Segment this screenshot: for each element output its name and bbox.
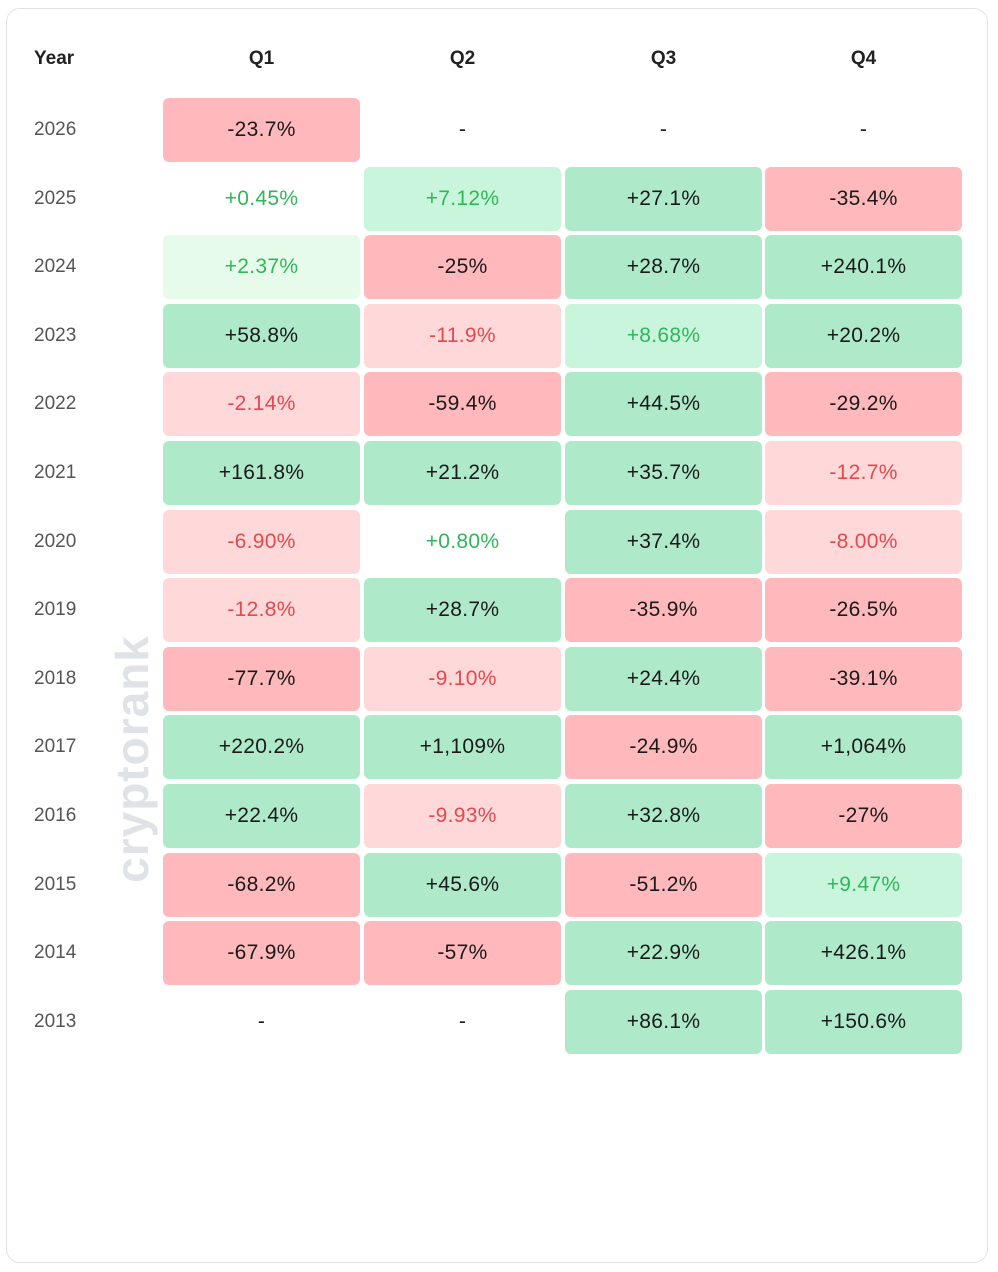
return-cell: -29.2% [765,372,962,437]
year-label: 2018 [34,667,77,689]
return-cell: -39.1% [765,646,962,711]
return-cell: +22.4% [163,784,360,848]
return-cell: +24.4% [565,646,762,711]
return-cell: +44.5% [565,372,762,437]
return-cell: -26.5% [765,578,962,643]
return-cell: - [458,1009,467,1033]
return-cell: -25% [364,235,561,300]
return-cell: -77.7% [163,646,360,711]
year-label: 2026 [34,119,77,140]
return-cell: +45.6% [364,852,561,917]
return-cell: +9.47% [765,852,962,917]
year-label: 2021 [34,462,77,483]
year-label: 2016 [34,805,77,826]
year-label: 2014 [34,942,77,964]
return-cell: +0.80% [425,529,500,553]
year-label: 2015 [34,873,77,895]
column-header: Q2 [449,48,476,69]
return-cell: -11.9% [364,303,561,368]
column-header: Year [34,48,75,69]
return-cell: +8.68% [565,303,762,368]
year-label: 2019 [34,599,77,621]
return-cell: -57% [364,921,561,986]
return-cell: -35.9% [565,578,762,643]
return-cell: -67.9% [163,921,360,986]
seasonality-card: cryptorank Year Q1 Q2 Q3 Q4 2026 -23.7% - - - 2025… [6,8,988,1263]
return-cell: -6.90% [163,509,360,574]
column-header: Q4 [850,48,877,69]
year-label: 2017 [34,736,77,758]
return-cell: +1,064% [765,715,962,780]
year-label: 2024 [34,256,77,278]
return-cell: +220.2% [163,715,360,780]
return-cell: +32.8% [565,784,762,848]
column-header: Q1 [248,48,275,69]
return-cell: +161.8% [163,441,360,505]
return-cell: -8.00% [765,509,962,574]
return-cell: - [659,118,668,141]
return-cell: +27.1% [565,166,762,231]
return-cell: -12.8% [163,578,360,643]
year-label: 2013 [34,1010,77,1032]
year-label: 2023 [34,324,77,346]
return-cell: +20.2% [765,303,962,368]
year-label: 2022 [34,393,77,415]
return-cell: +28.7% [565,235,762,300]
return-cell: -35.4% [765,166,962,231]
return-cell: +37.4% [565,509,762,574]
return-cell: +58.8% [163,303,360,368]
return-cell: +28.7% [364,578,561,643]
return-cell: - [458,118,467,141]
return-cell: -9.93% [364,784,561,848]
return-cell: -68.2% [163,852,360,917]
return-cell: +426.1% [765,921,962,986]
return-cell: -2.14% [163,372,360,437]
return-cell: -9.10% [364,646,561,711]
return-cell: +86.1% [565,989,762,1054]
return-cell: -23.7% [163,98,360,162]
return-cell: - [859,118,868,141]
return-cell: - [257,1009,266,1033]
return-cell: +2.37% [163,235,360,300]
column-header: Q3 [650,48,677,69]
return-cell: -27% [765,784,962,848]
return-cell: +240.1% [765,235,962,300]
return-cell: -59.4% [364,372,561,437]
return-cell: +7.12% [364,166,561,231]
return-cell: +35.7% [565,441,762,505]
return-cell: +22.9% [565,921,762,986]
return-cell: +21.2% [364,441,561,505]
year-label: 2020 [34,530,77,552]
return-cell: -12.7% [765,441,962,505]
return-cell: +0.45% [224,186,299,210]
return-cell: -51.2% [565,852,762,917]
return-cell: -24.9% [565,715,762,780]
return-cell: +1,109% [364,715,561,780]
return-cell: +150.6% [765,989,962,1054]
watermark: cryptorank [106,635,158,883]
year-label: 2025 [34,187,77,209]
